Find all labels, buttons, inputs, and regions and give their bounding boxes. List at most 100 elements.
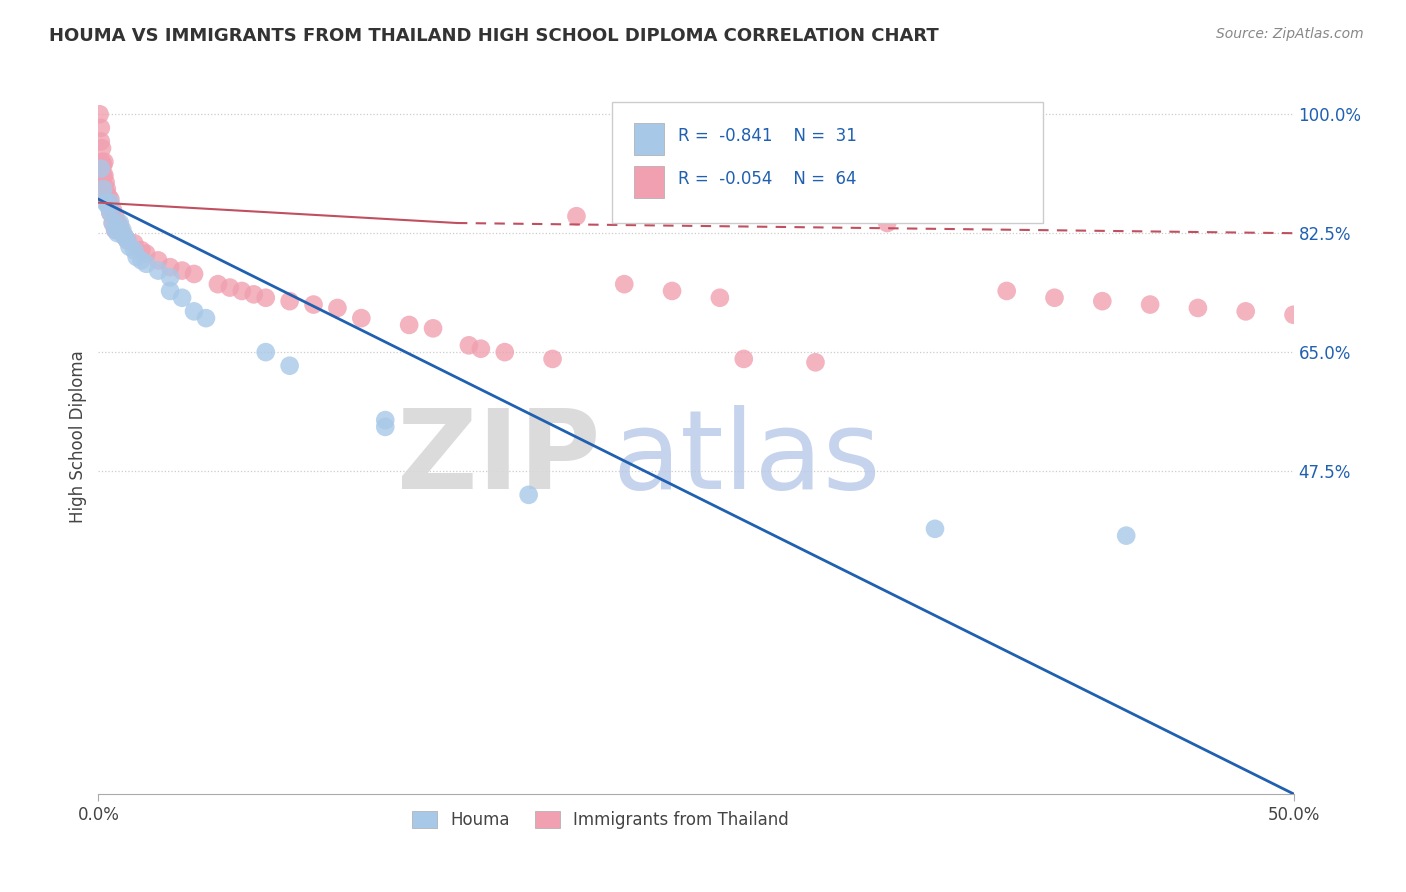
Point <box>613 277 636 292</box>
Point <box>108 219 131 234</box>
Point <box>541 351 564 366</box>
Point <box>172 263 194 277</box>
Point <box>101 202 124 217</box>
Point <box>94 175 117 189</box>
Point <box>97 199 120 213</box>
Point <box>104 209 127 223</box>
Point <box>115 233 138 247</box>
Point <box>172 291 194 305</box>
Point <box>91 141 114 155</box>
Point <box>135 246 157 260</box>
Point <box>90 161 112 176</box>
Point <box>93 154 115 169</box>
Point <box>93 169 115 183</box>
FancyBboxPatch shape <box>634 123 664 155</box>
Point <box>108 216 131 230</box>
Text: ZIP: ZIP <box>396 405 600 512</box>
Point <box>96 182 118 196</box>
Point <box>131 243 153 257</box>
Point <box>876 216 898 230</box>
Point <box>90 120 112 135</box>
Point <box>278 359 301 373</box>
Point <box>159 270 181 285</box>
Point <box>104 223 127 237</box>
Point <box>422 321 444 335</box>
Point <box>374 413 396 427</box>
Point <box>517 488 540 502</box>
Text: Source: ZipAtlas.com: Source: ZipAtlas.com <box>1216 27 1364 41</box>
Point <box>115 233 138 247</box>
Point <box>183 304 205 318</box>
Point <box>97 189 120 203</box>
Point <box>1091 294 1114 309</box>
FancyBboxPatch shape <box>613 102 1043 223</box>
Point <box>231 284 253 298</box>
Point <box>1234 304 1257 318</box>
Point <box>148 263 170 277</box>
Text: HOUMA VS IMMIGRANTS FROM THAILAND HIGH SCHOOL DIPLOMA CORRELATION CHART: HOUMA VS IMMIGRANTS FROM THAILAND HIGH S… <box>49 27 939 45</box>
Point <box>89 107 111 121</box>
Point <box>995 284 1018 298</box>
Point <box>398 318 420 332</box>
Point <box>159 260 181 275</box>
Point <box>91 182 114 196</box>
Point <box>114 229 136 244</box>
Point <box>148 253 170 268</box>
Y-axis label: High School Diploma: High School Diploma <box>69 351 87 524</box>
Point <box>101 216 124 230</box>
Point <box>135 257 157 271</box>
Point <box>91 154 114 169</box>
Point <box>118 240 141 254</box>
Point <box>924 522 946 536</box>
Point <box>470 342 492 356</box>
Text: atlas: atlas <box>613 405 880 512</box>
Legend: Houma, Immigrants from Thailand: Houma, Immigrants from Thailand <box>405 804 796 836</box>
Point <box>195 311 218 326</box>
Point <box>98 195 122 210</box>
Point <box>804 355 827 369</box>
Point <box>98 206 122 220</box>
Point <box>254 345 277 359</box>
Point <box>91 158 114 172</box>
Point <box>661 284 683 298</box>
Point <box>733 351 755 366</box>
Point <box>111 226 134 240</box>
Point <box>302 297 325 311</box>
Point <box>98 199 121 213</box>
Point <box>1187 301 1209 315</box>
Point <box>104 223 127 237</box>
Point <box>1139 297 1161 311</box>
Point <box>494 345 516 359</box>
Text: R =  -0.841    N =  31: R = -0.841 N = 31 <box>678 127 856 145</box>
Point <box>254 291 277 305</box>
Point <box>1282 308 1305 322</box>
Text: R =  -0.054    N =  64: R = -0.054 N = 64 <box>678 169 856 187</box>
Point <box>183 267 205 281</box>
Point <box>219 280 242 294</box>
Point <box>94 186 117 200</box>
Point <box>159 284 181 298</box>
Point <box>90 135 112 149</box>
Point <box>131 253 153 268</box>
Point <box>1115 528 1137 542</box>
Point <box>350 311 373 326</box>
Point <box>114 229 136 244</box>
Point <box>91 169 114 183</box>
Point <box>243 287 266 301</box>
Point <box>101 216 124 230</box>
Point <box>107 216 129 230</box>
Point <box>709 291 731 305</box>
Point <box>326 301 349 315</box>
Point <box>124 243 146 257</box>
Point <box>374 420 396 434</box>
Point <box>125 250 148 264</box>
Point <box>207 277 229 292</box>
Point <box>124 236 146 251</box>
Point <box>98 192 122 206</box>
Point <box>1043 291 1066 305</box>
Point <box>98 206 122 220</box>
Point <box>107 226 129 240</box>
Point <box>278 294 301 309</box>
Point <box>458 338 481 352</box>
Point <box>565 209 588 223</box>
